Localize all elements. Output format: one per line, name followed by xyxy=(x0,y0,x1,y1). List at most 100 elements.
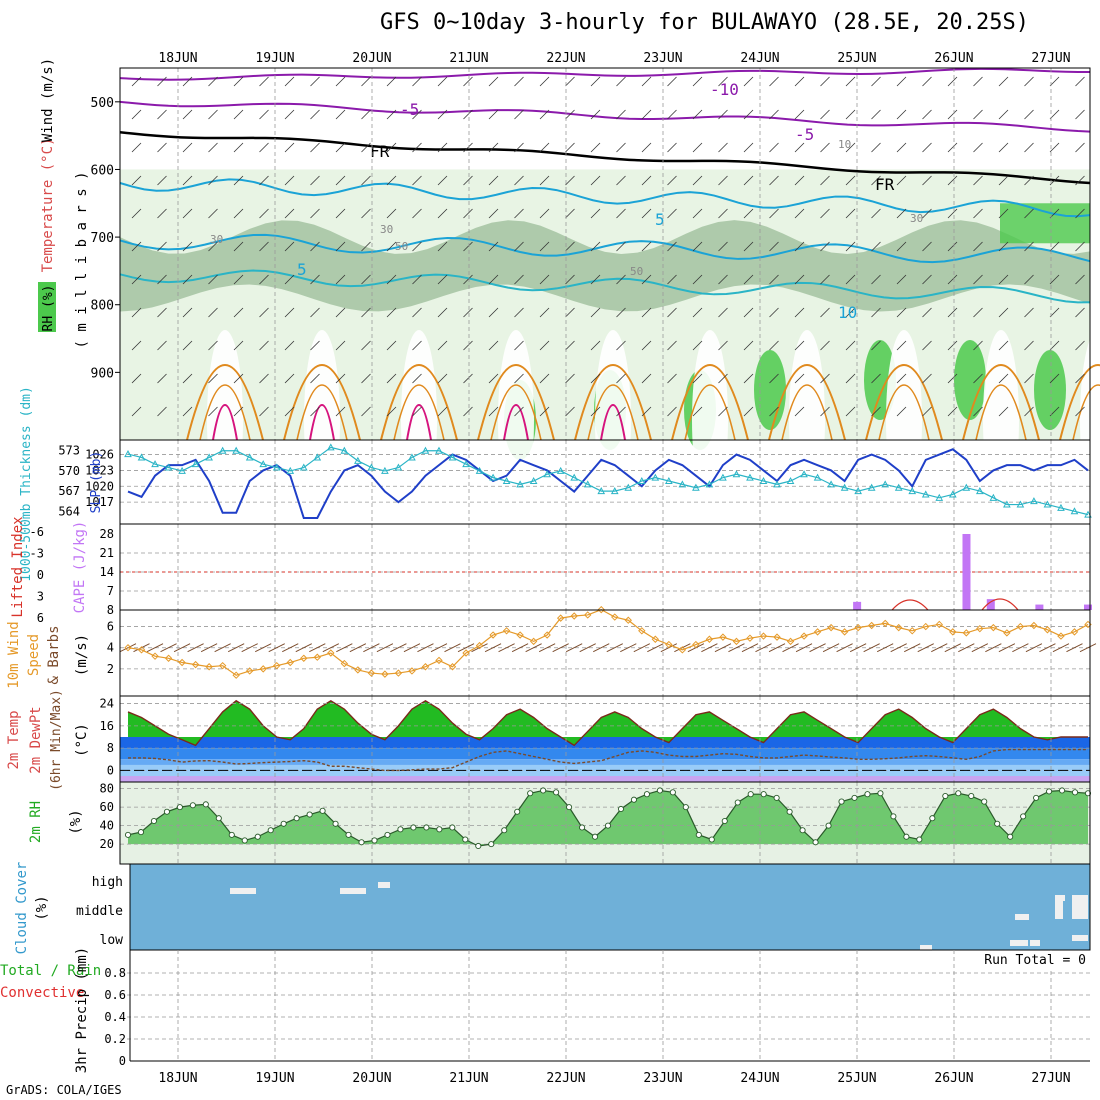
wind-barb xyxy=(641,76,652,87)
wind-barb xyxy=(973,241,983,252)
wind10m-barb xyxy=(214,643,231,653)
wind-barb xyxy=(310,142,320,153)
cape-tick-label: 28 xyxy=(100,527,114,541)
wind-barb xyxy=(896,373,907,384)
wind-barb xyxy=(820,241,830,252)
wind-barb xyxy=(641,241,652,252)
dry-column xyxy=(207,330,243,510)
wind10m-barb xyxy=(1025,643,1043,653)
wind-barb xyxy=(233,76,244,87)
wind-barb xyxy=(233,340,244,351)
wind-barb xyxy=(539,307,550,318)
wind10m-barb xyxy=(985,643,1002,653)
cloud-patch xyxy=(1015,914,1029,920)
rh-marker xyxy=(280,820,287,827)
pressure-tick-label: 900 xyxy=(91,366,114,381)
wind-barb xyxy=(131,142,142,153)
thickness-marker xyxy=(827,480,835,488)
wind-barb xyxy=(667,241,677,252)
wind-barb xyxy=(820,142,830,153)
panel-cloud-frame xyxy=(129,863,1091,951)
wind-barb xyxy=(514,76,524,87)
wind10m-barb xyxy=(457,643,475,653)
wind-barb xyxy=(565,274,575,285)
wind10m-barb xyxy=(741,643,759,653)
wind-barb xyxy=(1075,373,1085,384)
wind10m-barb xyxy=(363,643,380,653)
rh-marker xyxy=(747,791,754,798)
date-label-top: 27JUN xyxy=(1031,51,1070,66)
thickness-marker xyxy=(529,476,538,484)
thickness-marker xyxy=(759,476,768,484)
wind-barb xyxy=(310,76,320,87)
contour-label: 30 xyxy=(910,212,923,225)
thickness-marker xyxy=(354,456,362,464)
rh-marker xyxy=(215,815,222,822)
wind-barb xyxy=(412,340,422,351)
thickness-marker xyxy=(218,446,227,454)
rh-marker xyxy=(553,789,560,796)
wind-barb xyxy=(488,373,499,384)
li-tick-label: 6 xyxy=(37,611,44,625)
wind-barb xyxy=(1024,406,1034,417)
thickness-marker xyxy=(394,463,403,471)
wind10m-marker xyxy=(989,623,998,632)
dry-column xyxy=(983,330,1019,510)
wind-barb xyxy=(259,373,269,384)
wind-barb xyxy=(947,406,958,417)
wind10m-marker xyxy=(529,637,538,646)
wind-barb xyxy=(310,406,320,417)
precip-tick-label: 0.8 xyxy=(104,966,126,980)
rh-marker xyxy=(488,841,495,848)
rh-marker xyxy=(617,805,625,813)
rh-marker xyxy=(371,837,378,844)
rh-high-blob xyxy=(954,340,986,420)
rh-marker xyxy=(579,824,586,831)
wind-barb xyxy=(590,109,601,120)
wind-barb xyxy=(692,274,703,285)
date-label-bottom: 25JUN xyxy=(837,1071,876,1086)
rh-high-blob xyxy=(1034,350,1066,430)
precip-tick-label: 0.2 xyxy=(104,1032,126,1046)
thickness-marker xyxy=(259,460,268,468)
wind-barb xyxy=(463,340,473,351)
wind-barb xyxy=(539,175,550,186)
wind-barb xyxy=(157,241,167,252)
cape-tick-label: 21 xyxy=(100,546,114,560)
wind10m-marker xyxy=(840,628,849,636)
wind-barb xyxy=(820,307,830,318)
wind10m-marker xyxy=(286,658,294,667)
wind10m-barb xyxy=(511,643,529,653)
wind-barb xyxy=(208,142,218,153)
rh-marker xyxy=(721,817,728,825)
rh-marker xyxy=(163,808,170,815)
wind10m-barb xyxy=(255,643,272,653)
rh-marker xyxy=(877,790,884,797)
cloud-level-label: low xyxy=(100,933,124,948)
wind-barb xyxy=(922,274,932,285)
wind-barb xyxy=(1075,109,1085,120)
wind-barb xyxy=(743,175,754,186)
wind-barb xyxy=(896,175,907,186)
wind-barb xyxy=(412,109,422,120)
wind-barb xyxy=(692,340,703,351)
thickness-marker xyxy=(678,480,687,488)
date-label-bottom: 21JUN xyxy=(449,1071,488,1086)
wind-barb xyxy=(463,241,473,252)
wind-barb xyxy=(412,307,422,318)
rh-marker xyxy=(514,808,521,815)
wind10m-marker xyxy=(313,653,322,661)
wind-barb xyxy=(794,142,805,153)
wind10m-barb xyxy=(336,643,353,653)
thickness-marker xyxy=(908,487,917,495)
wind10m-marker xyxy=(894,623,903,632)
thickness-marker xyxy=(151,460,159,468)
cloud-level-label: high xyxy=(92,875,123,890)
wind-barb xyxy=(437,76,448,87)
wind-barb xyxy=(794,340,805,351)
wind-barb xyxy=(233,109,244,120)
wind10m-barb xyxy=(579,643,596,653)
wind10m-marker xyxy=(273,661,281,670)
wind-barb xyxy=(1049,175,1060,186)
wind10m-barb xyxy=(444,643,461,653)
